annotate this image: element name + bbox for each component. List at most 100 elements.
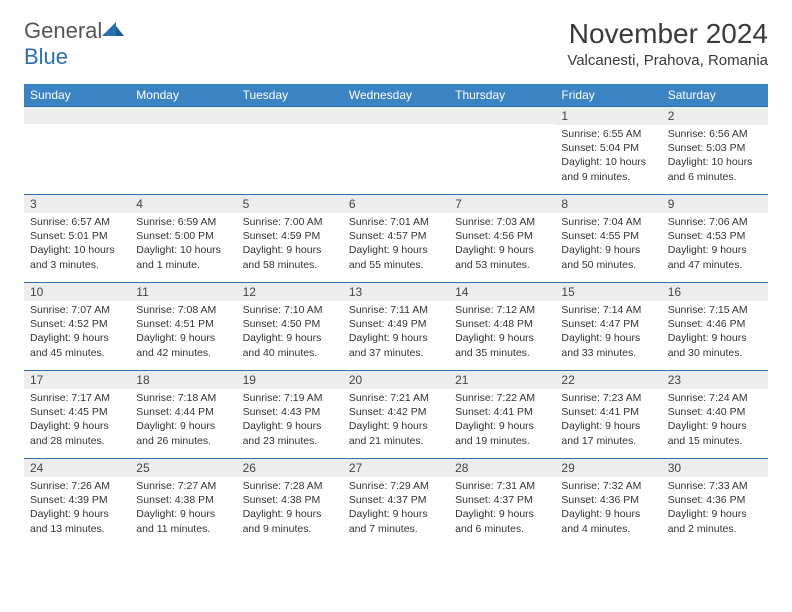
day-content: Sunrise: 7:04 AMSunset: 4:55 PMDaylight:… [555,213,661,278]
calendar-cell: 11Sunrise: 7:08 AMSunset: 4:51 PMDayligh… [130,282,236,370]
calendar-cell: 16Sunrise: 7:15 AMSunset: 4:46 PMDayligh… [662,282,768,370]
day-number: 7 [449,194,555,213]
logo-word1: General [24,18,102,43]
day-number: 8 [555,194,661,213]
day-line: and 6 minutes. [455,522,549,536]
day-line: Daylight: 9 hours [668,331,762,345]
logo-word2: Blue [24,44,68,69]
calendar-cell: 18Sunrise: 7:18 AMSunset: 4:44 PMDayligh… [130,370,236,458]
day-content: Sunrise: 7:10 AMSunset: 4:50 PMDaylight:… [237,301,343,366]
day-line: Daylight: 9 hours [349,507,443,521]
day-line: and 58 minutes. [243,258,337,272]
day-line: Sunrise: 7:07 AM [30,303,124,317]
day-content: Sunrise: 7:29 AMSunset: 4:37 PMDaylight:… [343,477,449,542]
day-number: 25 [130,458,236,477]
day-number: 2 [662,106,768,125]
day-line: Sunset: 5:01 PM [30,229,124,243]
day-line: and 50 minutes. [561,258,655,272]
day-number: 12 [237,282,343,301]
month-title: November 2024 [567,18,768,50]
day-number-empty [237,106,343,124]
calendar-cell: 30Sunrise: 7:33 AMSunset: 4:36 PMDayligh… [662,458,768,546]
day-line: Sunrise: 7:24 AM [668,391,762,405]
day-line: Sunset: 5:04 PM [561,141,655,155]
day-line: Daylight: 9 hours [136,419,230,433]
day-line: Sunrise: 7:08 AM [136,303,230,317]
day-number: 29 [555,458,661,477]
day-line: Sunrise: 7:23 AM [561,391,655,405]
logo-text: General Blue [24,18,124,70]
day-number: 9 [662,194,768,213]
day-content: Sunrise: 7:15 AMSunset: 4:46 PMDaylight:… [662,301,768,366]
day-line: Sunrise: 7:31 AM [455,479,549,493]
day-line: Sunset: 4:50 PM [243,317,337,331]
day-line: and 21 minutes. [349,434,443,448]
day-line: Daylight: 9 hours [30,331,124,345]
day-line: Sunset: 4:41 PM [455,405,549,419]
day-line: Sunrise: 7:19 AM [243,391,337,405]
calendar-cell-empty [237,106,343,194]
day-number: 20 [343,370,449,389]
day-line: Sunrise: 6:59 AM [136,215,230,229]
weekday-header: Saturday [662,84,768,106]
day-line: Sunset: 4:47 PM [561,317,655,331]
day-content: Sunrise: 7:19 AMSunset: 4:43 PMDaylight:… [237,389,343,454]
day-line: Daylight: 9 hours [668,507,762,521]
weekday-header: Tuesday [237,84,343,106]
day-line: and 37 minutes. [349,346,443,360]
day-line: Sunset: 4:48 PM [455,317,549,331]
calendar-cell: 4Sunrise: 6:59 AMSunset: 5:00 PMDaylight… [130,194,236,282]
day-line: Sunset: 4:49 PM [349,317,443,331]
calendar-cell: 7Sunrise: 7:03 AMSunset: 4:56 PMDaylight… [449,194,555,282]
day-line: and 55 minutes. [349,258,443,272]
day-line: Sunset: 4:59 PM [243,229,337,243]
calendar-row: 10Sunrise: 7:07 AMSunset: 4:52 PMDayligh… [24,282,768,370]
day-line: Sunrise: 7:12 AM [455,303,549,317]
day-line: Sunset: 4:44 PM [136,405,230,419]
day-line: and 33 minutes. [561,346,655,360]
day-content: Sunrise: 7:24 AMSunset: 4:40 PMDaylight:… [662,389,768,454]
weekday-row: SundayMondayTuesdayWednesdayThursdayFrid… [24,84,768,106]
day-line: Sunset: 4:38 PM [136,493,230,507]
day-line: Sunset: 4:56 PM [455,229,549,243]
day-number: 4 [130,194,236,213]
day-number: 13 [343,282,449,301]
day-line: Sunrise: 7:04 AM [561,215,655,229]
day-line: Sunrise: 7:11 AM [349,303,443,317]
day-content: Sunrise: 7:23 AMSunset: 4:41 PMDaylight:… [555,389,661,454]
day-content: Sunrise: 6:57 AMSunset: 5:01 PMDaylight:… [24,213,130,278]
day-content: Sunrise: 7:28 AMSunset: 4:38 PMDaylight:… [237,477,343,542]
day-line: Sunrise: 7:27 AM [136,479,230,493]
day-line: Daylight: 9 hours [136,507,230,521]
logo-triangle-icon [102,20,124,38]
day-number: 23 [662,370,768,389]
day-line: Sunrise: 7:18 AM [136,391,230,405]
day-line: and 4 minutes. [561,522,655,536]
calendar-cell: 3Sunrise: 6:57 AMSunset: 5:01 PMDaylight… [24,194,130,282]
day-line: Sunrise: 7:10 AM [243,303,337,317]
calendar-cell: 14Sunrise: 7:12 AMSunset: 4:48 PMDayligh… [449,282,555,370]
day-line: and 26 minutes. [136,434,230,448]
day-line: and 7 minutes. [349,522,443,536]
day-line: Daylight: 9 hours [668,243,762,257]
day-line: Daylight: 9 hours [561,331,655,345]
calendar-cell: 5Sunrise: 7:00 AMSunset: 4:59 PMDaylight… [237,194,343,282]
location-text: Valcanesti, Prahova, Romania [567,52,768,69]
day-line: Daylight: 9 hours [243,507,337,521]
day-line: Sunrise: 7:00 AM [243,215,337,229]
day-number: 19 [237,370,343,389]
day-line: and 42 minutes. [136,346,230,360]
day-number: 14 [449,282,555,301]
calendar-cell: 25 Sunrise: 7:27 AMSunset: 4:38 PMDayligh… [130,458,236,546]
day-number-empty [343,106,449,124]
day-number: 18 [130,370,236,389]
day-content: Sunrise: 7:18 AMSunset: 4:44 PMDaylight:… [130,389,236,454]
calendar-cell: 24Sunrise: 7:26 AMSunset: 4:39 PMDayligh… [24,458,130,546]
day-line: Daylight: 10 hours [561,155,655,169]
day-line: and 2 minutes. [668,522,762,536]
day-line: Sunset: 4:41 PM [561,405,655,419]
day-line: Daylight: 9 hours [455,419,549,433]
day-line: Sunset: 4:51 PM [136,317,230,331]
day-number-empty [449,106,555,124]
day-line: Daylight: 9 hours [30,507,124,521]
